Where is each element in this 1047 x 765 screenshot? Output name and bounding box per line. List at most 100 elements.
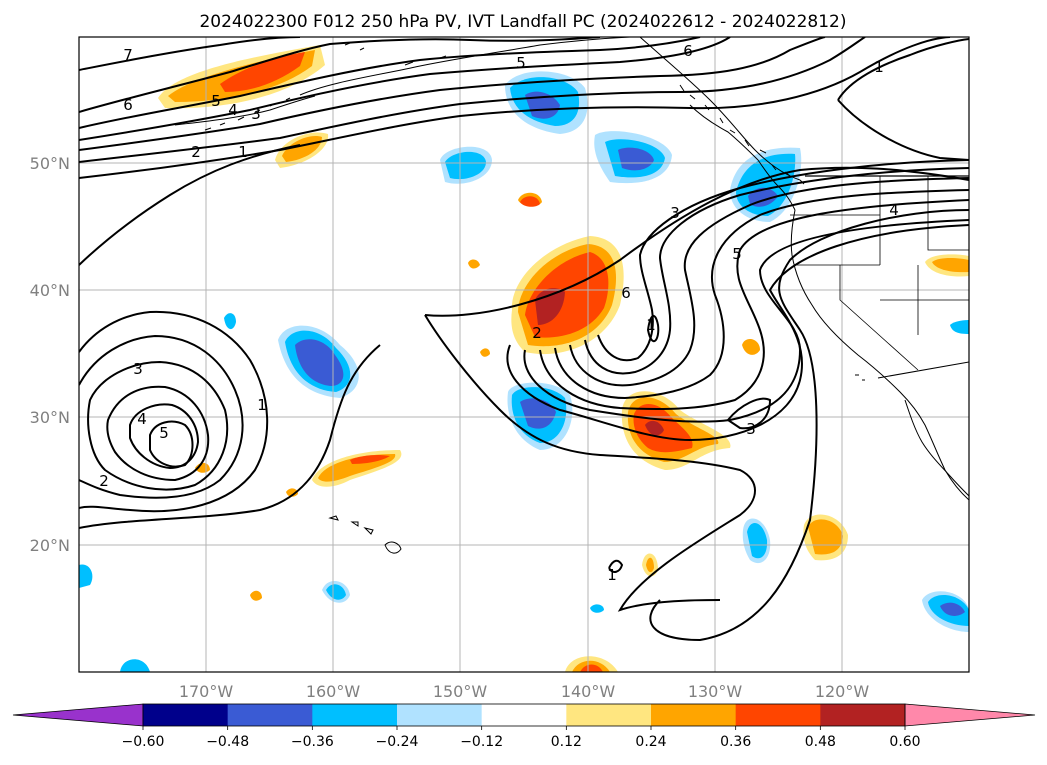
contour-label: 1 xyxy=(646,316,656,334)
contour-line xyxy=(79,37,866,163)
contour-label: 7 xyxy=(123,46,133,64)
colorbar-bin xyxy=(566,704,652,726)
lon-tick-label: 120°W xyxy=(815,682,870,701)
colorbar-tick-label: −0.12 xyxy=(460,734,503,750)
colorbar-tick-label: 0.12 xyxy=(551,734,582,750)
pv-positive-anomaly xyxy=(646,557,654,573)
contour-label: 4 xyxy=(889,201,899,219)
pv-positive-anomaly xyxy=(480,348,490,357)
contour-label: 3 xyxy=(670,204,680,222)
us-west-coast xyxy=(790,209,969,501)
bc-coast xyxy=(689,104,796,211)
pv-negative-anomaly xyxy=(224,313,236,330)
contour-line xyxy=(79,144,301,266)
pv-negative-anomaly xyxy=(120,659,150,672)
contour-label: 2 xyxy=(191,143,201,161)
pv-negative-anomaly xyxy=(295,339,344,386)
pv-negative-anomaly xyxy=(445,151,486,180)
colorbar-tick-label: −0.60 xyxy=(122,734,165,750)
pv-positive-anomaly xyxy=(808,519,843,555)
lat-tick-label: 40°N xyxy=(30,281,70,300)
colorbar-extend-min xyxy=(12,703,144,727)
contour-label: 6 xyxy=(621,284,631,302)
contour-line xyxy=(584,167,969,375)
pv-positive-anomaly xyxy=(742,338,760,355)
colorbar-bin xyxy=(735,704,821,726)
pv-positive-anomaly xyxy=(468,259,480,269)
colorbar-bin xyxy=(312,704,398,726)
lon-tick-label: 160°W xyxy=(306,682,361,701)
contour-label: 5 xyxy=(159,424,169,442)
contour-line xyxy=(726,397,772,430)
contour-label: 3 xyxy=(746,420,756,438)
contour-line xyxy=(79,310,269,513)
colorbar-tick-label: 0.24 xyxy=(635,734,666,750)
contour-line xyxy=(506,224,969,442)
contour-line xyxy=(79,37,731,141)
contour-line xyxy=(597,159,969,362)
pv-negative-anomaly xyxy=(940,602,965,616)
colorbar: −0.60 −0.48 −0.36 −0.24 −0.12 0.12 0.24 0.36 0.4… xyxy=(12,703,1036,750)
lat-tick-label: 30°N xyxy=(30,408,70,427)
contour-line xyxy=(608,559,624,573)
contour-line xyxy=(554,189,969,400)
colorbar-tick-label: 0.60 xyxy=(889,734,920,750)
contour-line xyxy=(79,37,601,113)
pv-positive-anomaly xyxy=(250,590,262,601)
colorbar-tick-label: 0.36 xyxy=(720,734,751,750)
pv-negative-anomaly xyxy=(618,147,654,171)
colorbar-extend-max xyxy=(904,703,1036,727)
pv-positive-anomaly xyxy=(350,455,390,464)
colorbar-bin xyxy=(397,704,483,726)
colorbar-bin xyxy=(651,704,737,726)
colorbar-bin xyxy=(143,704,229,726)
lon-tick-label: 170°W xyxy=(179,682,234,701)
pv-positive-anomaly xyxy=(520,196,540,207)
pv-positive-anomaly xyxy=(932,258,969,273)
pv-positive-anomaly xyxy=(286,488,298,497)
contour-label: 2 xyxy=(99,472,109,490)
pv-negative-anomaly xyxy=(950,320,969,334)
hawaii-islands xyxy=(328,515,402,554)
contour-label: 6 xyxy=(683,42,693,60)
contour-label: 4 xyxy=(137,410,147,428)
pv-negative-anomaly xyxy=(747,522,768,559)
colorbar-tick-label: 0.48 xyxy=(805,734,836,750)
contour-line xyxy=(837,38,969,161)
colorbar-tick-label: −0.24 xyxy=(376,734,419,750)
contour-label: 1 xyxy=(238,143,248,161)
map-panel: 7 6 5 4 3 2 1 5 6 3 5 6 4 2 1 3 4 5 2 1 xyxy=(78,36,970,673)
contour-line xyxy=(79,344,381,529)
contour-label: 3 xyxy=(133,360,143,378)
pv-fill-layer xyxy=(79,45,969,672)
map-frame xyxy=(78,36,970,673)
contour-label: 5 xyxy=(211,92,221,110)
contour-line xyxy=(79,37,701,129)
lat-tick-labels: 20°N 30°N 40°N 50°N xyxy=(30,154,70,555)
colorbar-bin xyxy=(481,704,567,726)
pv-negative-anomaly xyxy=(326,584,346,600)
lon-tick-label: 130°W xyxy=(688,682,743,701)
lon-tick-label: 150°W xyxy=(433,682,488,701)
contour-line xyxy=(149,420,194,468)
contour-line xyxy=(79,37,301,71)
contour-line xyxy=(523,219,969,423)
colorbar-tick-label: −0.48 xyxy=(206,734,249,750)
us-mexico-border xyxy=(877,361,969,379)
contour-label: 1 xyxy=(257,396,267,414)
colorbar-frame xyxy=(142,703,906,727)
contour-line xyxy=(79,334,244,499)
pv-positive-anomaly xyxy=(580,664,603,672)
contour-label: 6 xyxy=(123,96,133,114)
pv-positive-anomaly xyxy=(220,52,305,92)
pv-negative-anomaly xyxy=(520,398,556,429)
contour-line xyxy=(87,360,229,491)
lat-tick-label: 50°N xyxy=(30,154,70,173)
lon-tick-label: 140°W xyxy=(561,682,616,701)
contour-label: 1 xyxy=(874,58,884,76)
contour-line xyxy=(424,166,969,317)
map-title: 2024022300 F012 250 hPa PV, IVT Landfall… xyxy=(199,12,846,32)
contour-line xyxy=(129,403,200,470)
colorbar-tick-label: −0.36 xyxy=(291,734,334,750)
